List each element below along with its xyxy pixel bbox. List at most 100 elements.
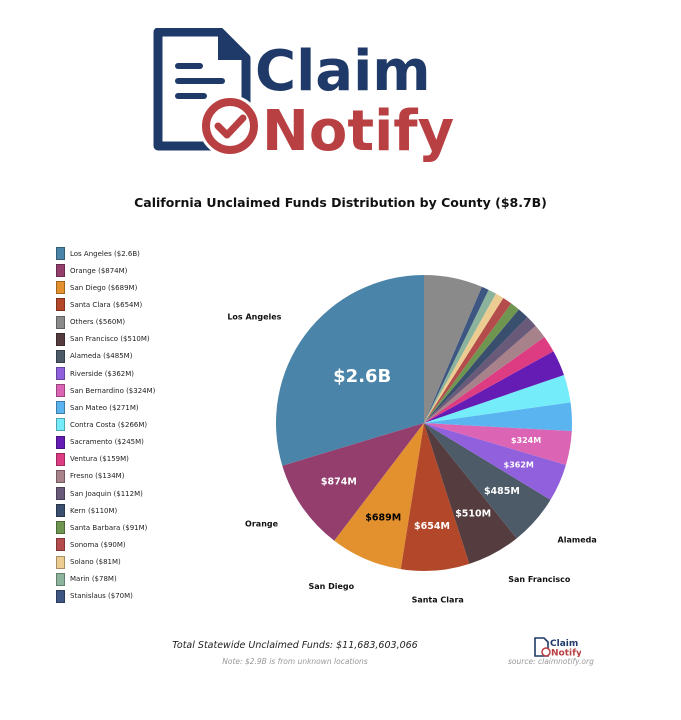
legend-item: Orange ($874M) xyxy=(56,262,155,279)
legend-item: Santa Clara ($654M) xyxy=(56,296,155,313)
legend-swatch xyxy=(56,435,65,449)
legend-swatch xyxy=(56,572,65,586)
legend-swatch xyxy=(56,521,65,535)
source-text: source: claimnotify.org xyxy=(508,657,594,666)
claimnotify-small-logo: Claim Notify xyxy=(534,637,581,658)
legend-item: San Joaquin ($112M) xyxy=(56,485,155,502)
legend-swatch xyxy=(56,298,65,312)
pie-slice-los-angeles xyxy=(275,275,424,466)
total-funds-text: Total Statewide Unclaimed Funds: $11,683… xyxy=(172,640,418,651)
legend-swatch xyxy=(56,487,65,501)
legend-swatch xyxy=(56,401,65,415)
legend-label: Kern ($110M) xyxy=(70,506,118,515)
legend-swatch xyxy=(56,538,65,552)
legend-label: Others ($560M) xyxy=(70,318,126,327)
pie-slice-stanislaus xyxy=(424,286,489,423)
slice-name-label: Orange xyxy=(245,520,279,529)
legend-item: Kern ($110M) xyxy=(56,502,155,519)
slice-value-label: $874M xyxy=(321,477,357,488)
legend-item: Marin ($78M) xyxy=(56,571,155,588)
pie-slice-santa-clara xyxy=(400,423,470,571)
legend-label: Orange ($874M) xyxy=(70,266,128,275)
legend-label: Contra Costa ($266M) xyxy=(70,420,148,429)
pie-slice-fresno xyxy=(424,325,545,423)
legend-item: Stanislaus ($70M) xyxy=(56,588,155,605)
pie-slice-alameda xyxy=(424,423,551,539)
pie-slice-others xyxy=(424,275,482,423)
legend-label: Stanislaus ($70M) xyxy=(70,592,133,601)
legend-label: San Bernardino ($324M) xyxy=(70,386,156,395)
slice-value-label: $689M xyxy=(365,513,401,524)
pie-slice-santa-barbara xyxy=(424,303,519,423)
slice-value-label: $2.6B xyxy=(333,366,391,387)
slice-name-label: Santa Clara xyxy=(412,596,464,605)
pie-slice-san-joaquin xyxy=(424,317,536,423)
legend-label: San Mateo ($271M) xyxy=(70,403,139,412)
svg-text:Notify: Notify xyxy=(551,649,581,658)
pie-slice-san-mateo xyxy=(424,402,572,432)
legend-item: San Diego ($689M) xyxy=(56,279,155,296)
legend-swatch xyxy=(56,332,65,346)
legend-label: Marin ($78M) xyxy=(70,575,117,584)
legend-swatch xyxy=(56,589,65,603)
slice-value-label: $362M xyxy=(504,460,534,469)
pie-slice-kern xyxy=(424,309,528,423)
legend-label: Santa Clara ($654M) xyxy=(70,300,143,309)
legend-item: San Francisco ($510M) xyxy=(56,331,155,348)
legend-item: Los Angeles ($2.6B) xyxy=(56,245,155,262)
legend-label: Sacramento ($245M) xyxy=(70,438,144,447)
legend-label: Solano ($81M) xyxy=(70,558,121,567)
slice-value-label: $324M xyxy=(511,436,541,445)
slice-value-label: $510M xyxy=(455,509,491,520)
legend-swatch xyxy=(56,555,65,569)
claimnotify-logo: Claim Notify xyxy=(153,28,454,163)
legend-item: Santa Barbara ($91M) xyxy=(56,519,155,536)
slice-name-label: San Diego xyxy=(308,582,354,591)
slice-name-label: San Francisco xyxy=(508,575,571,584)
pie-slice-riverside xyxy=(424,423,566,500)
legend-swatch xyxy=(56,452,65,466)
legend-label: Riverside ($362M) xyxy=(70,369,135,378)
legend-item: Alameda ($485M) xyxy=(56,348,155,365)
legend-item: Fresno ($134M) xyxy=(56,468,155,485)
legend-label: Los Angeles ($2.6B) xyxy=(70,249,140,258)
legend-label: San Joaquin ($112M) xyxy=(70,489,143,498)
legend-label: Sonoma ($90M) xyxy=(70,540,126,549)
svg-text:Claim: Claim xyxy=(550,639,578,649)
legend-label: Alameda ($485M) xyxy=(70,352,133,361)
pie-slice-marin xyxy=(424,289,496,423)
legend-swatch xyxy=(56,367,65,381)
legend-swatch xyxy=(56,315,65,329)
slice-name-label: Los Angeles xyxy=(227,313,281,322)
pie-slice-contra-costa xyxy=(424,374,571,423)
legend-swatch xyxy=(56,469,65,483)
slice-value-label: $654M xyxy=(414,521,450,532)
svg-text:Notify: Notify xyxy=(262,99,454,163)
pie-slice-sonoma xyxy=(424,298,512,423)
legend-swatch xyxy=(56,504,65,518)
legend-item: San Bernardino ($324M) xyxy=(56,382,155,399)
pie-slice-san-diego xyxy=(334,423,424,570)
legend-swatch xyxy=(56,247,65,261)
slice-value-label: $485M xyxy=(484,486,520,497)
legend-item: Riverside ($362M) xyxy=(56,365,155,382)
legend-swatch xyxy=(56,384,65,398)
legend-item: Sonoma ($90M) xyxy=(56,536,155,553)
slice-name-label: Alameda xyxy=(558,536,597,545)
legend-swatch xyxy=(56,281,65,295)
legend-swatch xyxy=(56,349,65,363)
pie-slice-sacramento xyxy=(424,351,564,423)
legend-item: Contra Costa ($266M) xyxy=(56,416,155,433)
legend-item: Solano ($81M) xyxy=(56,554,155,571)
legend: Los Angeles ($2.6B) Orange ($874M) San Die… xyxy=(56,245,155,605)
legend-item: Others ($560M) xyxy=(56,314,155,331)
pie-slice-solano xyxy=(424,293,504,423)
chart-title: California Unclaimed Funds Distribution … xyxy=(134,195,547,210)
pie-slice-ventura xyxy=(424,336,554,423)
pie-slice-orange xyxy=(282,423,424,541)
legend-label: Santa Barbara ($91M) xyxy=(70,523,148,532)
footnote: Note: $2.9B is from unknown locations xyxy=(222,657,368,666)
legend-label: San Diego ($689M) xyxy=(70,283,138,292)
svg-text:Claim: Claim xyxy=(255,39,431,104)
